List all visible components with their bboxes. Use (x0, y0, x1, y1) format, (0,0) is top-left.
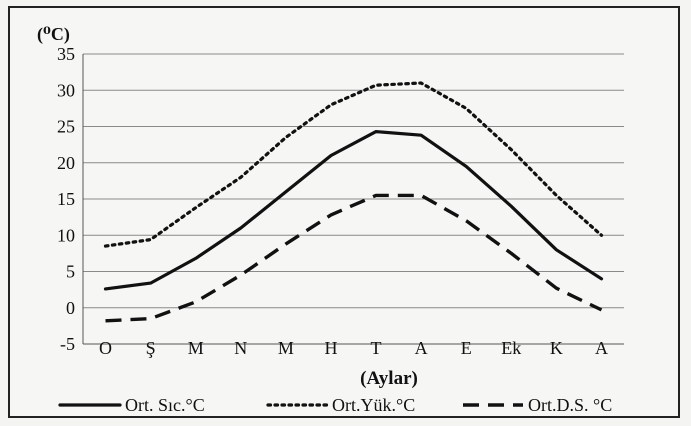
legend: Ort. Sıc.°C Ort.Yük.°C Ort.D.S. °C (58, 395, 612, 415)
x-tick-label: A (595, 338, 608, 358)
y-tick-label: 5 (66, 262, 75, 282)
x-tick-label: N (234, 338, 247, 358)
chart-frame (8, 6, 680, 418)
legend-label: Ort. Sıc.°C (125, 395, 205, 415)
x-axis-label: (Aylar) (360, 368, 418, 389)
y-tick-label: 0 (66, 298, 75, 318)
x-tick-label: Ek (501, 338, 521, 358)
x-tick-label: Ş (146, 338, 156, 358)
y-tick-label: 25 (57, 117, 75, 137)
x-tick-label: H (324, 338, 337, 358)
y-axis-ticks: -5 0 5 10 15 20 25 30 35 (57, 44, 75, 354)
series-lines (103, 81, 604, 323)
y-tick-label: 30 (57, 80, 75, 100)
unit-label: (⁰C) (37, 24, 70, 45)
x-tick-label: E (461, 338, 472, 358)
x-tick-label: K (550, 338, 563, 358)
legend-label: Ort.Yük.°C (332, 395, 415, 415)
y-tick-label: 15 (57, 189, 75, 209)
grid-lines (82, 53, 624, 345)
x-tick-label: T (371, 338, 382, 358)
legend-label: Ort.D.S. °C (528, 395, 612, 415)
y-tick-label: 10 (57, 225, 75, 245)
x-tick-label: A (415, 338, 428, 358)
y-tick-label: -5 (60, 334, 75, 354)
x-tick-label: M (278, 338, 294, 358)
x-tick-label: M (188, 338, 204, 358)
series-line-dotted (103, 81, 604, 248)
y-tick-label: 35 (57, 44, 75, 64)
series-line-dashed (105, 193, 603, 323)
x-tick-label: O (99, 338, 112, 358)
series-line-solid (103, 130, 604, 291)
y-tick-label: 20 (57, 153, 75, 173)
x-axis-ticks: O Ş M N M H T A E Ek K A (99, 338, 608, 358)
